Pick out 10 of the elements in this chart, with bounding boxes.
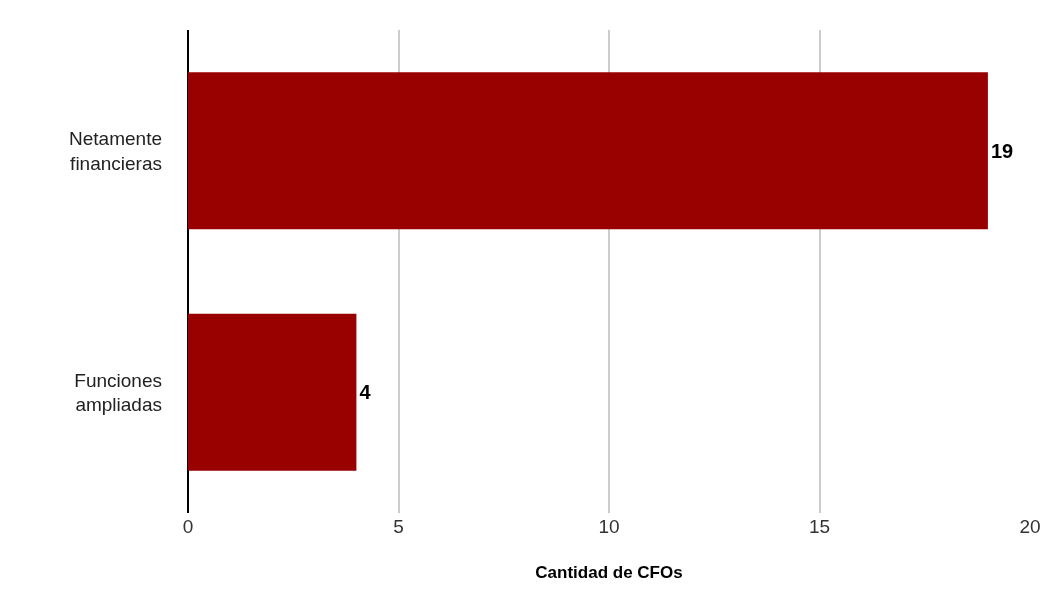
x-tick-label: 0 [182,516,194,537]
data-label: 4 [359,381,372,404]
data-label: 19 [990,139,1014,162]
x-axis-title: Cantidad de CFOs [535,563,683,583]
x-tick-label: 5 [393,516,404,537]
y-tick-label: Netamente financieras [69,128,162,174]
y-tick-label: Funciones ampliadas [74,369,162,416]
x-tick-label: 10 [598,516,620,537]
x-tick-label: 20 [1019,516,1041,537]
x-tick-label: 15 [808,516,831,537]
